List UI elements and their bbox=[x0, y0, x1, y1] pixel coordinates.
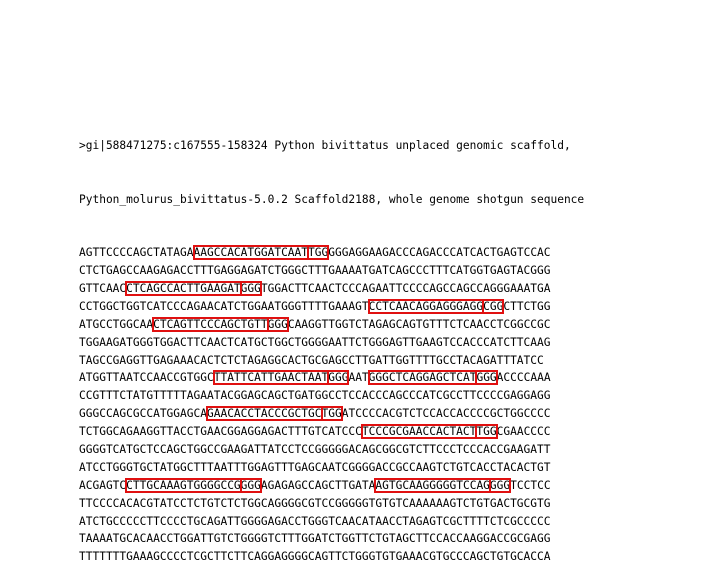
sequence-segment: ACCCCAAA bbox=[496, 371, 551, 385]
sequence-line: TTTTTTTGAAAGCCCCTCGCTTCTTCAGGAGGGGCAGTTC… bbox=[79, 548, 584, 566]
pam-site-box: TGG bbox=[307, 245, 330, 261]
pam-site-box: GGG bbox=[488, 477, 512, 493]
sequence-line: ATGGTTAATCCAACCGTGGCTTATTCATTGAACTAATGGG… bbox=[79, 369, 584, 387]
sequence-segment: GGGGTCATGCTCCAGCTGGCCGAAGATTATCCTCCGGGGG… bbox=[79, 443, 551, 457]
sequence-segment: ACGAGTC bbox=[79, 478, 127, 492]
sequence-segment: TTTTTTTGAAAGCCCCTCGCTTCTTCAGGAGGGGCAGTTC… bbox=[79, 550, 551, 564]
sequence-line: ATCTGCCCCCTTCCCCTGCAGATTGGGGAGACCTGGGTCA… bbox=[79, 513, 584, 531]
sequence-lines: AGTTCCCCAGCTATAGAAAGCCACATGGATCAATTGGGGG… bbox=[79, 244, 584, 566]
grna-target-box: CTCAGCCACTTGAAGAT bbox=[125, 281, 242, 296]
sequence-line: TAGCCGAGGTTGAGAAACACTCTCTAGAGGCACTGCGAGC… bbox=[79, 352, 584, 370]
grna-target-box: CTCAGTTCCCAGCTGTT bbox=[152, 316, 269, 332]
grna-target-box: TTATTCATTGAACTAAT bbox=[212, 370, 330, 386]
grna-target-box: AGTGCAAGGGGGTCCAG bbox=[374, 477, 491, 493]
sequence-segment: ATCCCCACGTCTCCACCACCCCGCTGGCCCC bbox=[341, 407, 551, 421]
sequence-segment: AGTTCCCCAGCTATAGA bbox=[79, 246, 194, 260]
sequence-line: ATGCCTGGCAACTCAGTTCCCAGCTGTTGGGCAAGGTTGG… bbox=[79, 316, 584, 334]
sequence-line: TAAAATGCACAACCTGGATTGTCTGGGGTCTTTGGATCTG… bbox=[79, 530, 584, 548]
grna-target-box: CTTGCAAAGTGGGGCCG bbox=[125, 477, 242, 493]
pam-site-box: GGG bbox=[239, 281, 262, 296]
sequence-line: CCGTTTCTATGTTTTTAGAATACGGAGCAGCTGATGGCCT… bbox=[79, 387, 584, 405]
sequence-line: CTCTGAGCCAAGAGACCTTTGAGGAGATCTGGGCTTTGAA… bbox=[79, 262, 584, 280]
sequence-line: TGGAAGATGGGTGGACTTCAACTCATGCTGGCTGGGGAAT… bbox=[79, 334, 584, 352]
sequence-line: GGGCCAGCGCCATGGAGCAGAACACCTACCCGCTGCTGGA… bbox=[79, 405, 584, 423]
sequence-line: ACGAGTCCTTGCAAAGTGGGGCCGGGGAGAGAGCCAGCTT… bbox=[79, 477, 584, 495]
sequence-line: AGTTCCCCAGCTATAGAAAGCCACATGGATCAATTGGGGG… bbox=[79, 244, 584, 262]
sequence-segment: GTTCAAC bbox=[79, 282, 127, 295]
sequence-segment: CCGTTTCTATGTTTTTAGAATACGGAGCAGCTGATGGCCT… bbox=[79, 389, 551, 403]
sequence-segment: CGAACCCC bbox=[496, 425, 551, 439]
sequence-segment: TCCTCC bbox=[510, 478, 551, 492]
grna-target-box: CCTCAACAGGAGGGAGG bbox=[367, 298, 485, 314]
sequence-segment: TGGAAGATGGGTGGACTTCAACTCATGCTGGCTGGGGAAT… bbox=[79, 335, 551, 349]
sequence-document: >gi|588471275:c167555-158324 Python bivi… bbox=[79, 101, 584, 584]
sequence-segment: CCTGGCTGGTCATCCCAGAACATCTGGAATGGGTTTTGAA… bbox=[79, 299, 369, 313]
sequence-segment: TGGACTTCAACTCCCAGAATTCCCCAGCCAGCCAGGGAAA… bbox=[260, 282, 551, 295]
sequence-segment: CTTCTGG bbox=[503, 299, 551, 313]
sequence-line: GTTCAACCTCAGCCACTTGAAGATGGGTGGACTTCAACTC… bbox=[79, 280, 584, 298]
sequence-segment: CAAGGTTGGTCTAGAGCAGTGTTTCTCAACCTCGGCCGC bbox=[287, 317, 551, 331]
sequence-line: TCTGGCAGAAGGTTACCTGAACGGAGGAGACTTTGTCATC… bbox=[79, 423, 584, 441]
sequence-segment: TAGCCGAGGTTGAGAAACACTCTCTAGAGGCACTGCGAGC… bbox=[79, 353, 544, 367]
grna-target-box: GAACACCTACCCGCTGC bbox=[205, 406, 323, 422]
sequence-segment: TTCCCCACACGTATCCTCTGTCTCTGGCAGGGGCGTCCGG… bbox=[79, 496, 551, 510]
sequence-segment: GGGAGGAAGACCCAGACCCATCACTGAGTCCAC bbox=[328, 246, 551, 260]
sequence-segment: TAAAATGCACAACCTGGATTGTCTGGGGTCTTTGGATCTG… bbox=[79, 532, 551, 546]
grna-target-box: TCCCGCGAACCACTACT bbox=[360, 424, 478, 440]
sequence-segment: AGAGAGCCAGCTTGATA bbox=[260, 478, 376, 492]
pam-site-box: GGG bbox=[239, 477, 262, 493]
sequence-line: TTCCCCACACGTATCCTCTGTCTCTGGCAGGGGCGTCCGG… bbox=[79, 495, 584, 513]
sequence-line: GGGGTCATGCTCCAGCTGGCCGAAGATTATCCTCCGGGGG… bbox=[79, 441, 584, 459]
pam-site-box: CGG bbox=[482, 298, 505, 314]
sequence-segment: ATGGTTAATCCAACCGTGGC bbox=[79, 371, 214, 385]
sequence-segment: ATGCCTGGCAA bbox=[79, 317, 154, 331]
sequence-segment: ATCCTGGGTGCTATGGCTTTAATTTGGAGTTTGAGCAATC… bbox=[79, 460, 551, 474]
fasta-header-line-2: Python_molurus_bivittatus-5.0.2 Scaffold… bbox=[79, 192, 585, 206]
sequence-segment: CTCTGAGCCAAGAGACCTTTGAGGAGATCTGGGCTTTGAA… bbox=[79, 264, 551, 278]
sequence-line: ATCCTGGGTGCTATGGCTTTAATTTGGAGTTTGAGCAATC… bbox=[79, 459, 584, 477]
fasta-header-line-1: >gi|588471275:c167555-158324 Python bivi… bbox=[79, 138, 571, 152]
pam-site-box: GGG bbox=[327, 370, 350, 386]
sequence-line: CCTGGCTGGTCATCCCAGAACATCTGGAATGGGTTTTGAA… bbox=[79, 298, 584, 316]
sequence-segment: GGGCCAGCGCCATGGAGCA bbox=[79, 407, 207, 421]
pam-site-box: TGG bbox=[320, 406, 343, 422]
sequence-segment: TCTGGCAGAAGGTTACCTGAACGGAGGAGACTTTGTCATC… bbox=[79, 425, 362, 439]
pam-site-box: TGG bbox=[475, 424, 498, 440]
pam-site-box: GGG bbox=[266, 316, 289, 332]
sequence-segment: AAT bbox=[348, 371, 369, 385]
sequence-segment: ATCTGCCCCCTTCCCCTGCAGATTGGGGAGACCTGGGTCA… bbox=[79, 514, 551, 528]
grna-target-box: GGGCTCAGGAGCTCAT bbox=[367, 370, 478, 386]
pam-site-box: GGG bbox=[475, 370, 498, 386]
grna-target-box: AAGCCACATGGATCAAT bbox=[192, 245, 310, 261]
